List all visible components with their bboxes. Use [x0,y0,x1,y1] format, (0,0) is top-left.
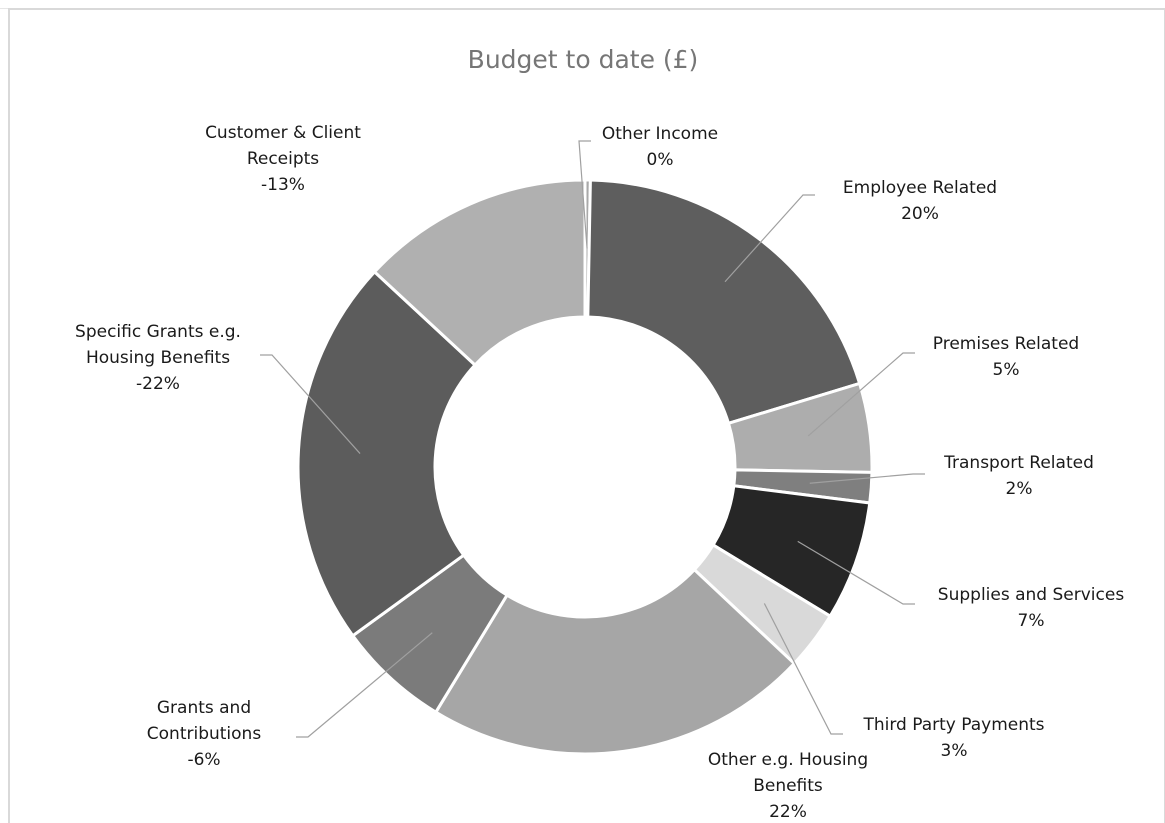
slice-percent: 0% [647,150,674,170]
slice-name: Third Party Payments [862,715,1044,735]
slice-name: Grants and [157,698,251,718]
leader-line [763,603,843,735]
slice-label: Employee Related 20% [843,178,997,224]
slice-name: Other e.g. Housing [708,750,868,770]
donut-slice [372,178,587,368]
leader-line [797,540,915,605]
leader-lines-layer [260,140,925,738]
slice-label: Grants and Contributions -6% [147,698,262,770]
slice-name: Housing Benefits [86,348,230,368]
slice-label: Customer & Client Receipts -13% [205,123,361,195]
slice-name: Benefits [753,776,823,796]
slice-label: Premises Related 5% [933,334,1079,380]
slice-percent: 5% [993,360,1020,380]
slice-percent: 3% [941,741,968,761]
leader-line [296,632,433,738]
slice-percent: 2% [1006,479,1033,499]
slice-name: Specific Grants e.g. [75,322,241,342]
slice-name: Customer & Client [205,123,361,143]
slice-name: Employee Related [843,178,997,198]
leader-line [724,194,815,283]
leader-line [809,473,925,484]
slice-name: Contributions [147,724,262,744]
slice-label: Supplies and Services 7% [938,585,1125,631]
slice-percent: -13% [261,175,305,195]
slices-layer [296,178,874,756]
slice-percent: 7% [1018,611,1045,631]
donut-slice [296,269,478,638]
slice-percent: 20% [901,204,939,224]
slice-name: Receipts [247,149,319,169]
slice-name: Other Income [602,124,718,144]
slice-label: Specific Grants e.g. Housing Benefits -22% [75,322,241,394]
slice-name: Premises Related [933,334,1079,354]
labels-layer: Other Income 0% Employee Related 20% Premise… [75,123,1124,822]
donut-slice [586,178,862,426]
slice-label: Transport Related 2% [943,453,1094,499]
chart-title: Budget to date (£) [468,45,699,74]
donut-slice [433,567,797,756]
slice-label: Third Party Payments 3% [862,715,1044,761]
leader-line [578,140,591,249]
leader-line [260,354,361,454]
slice-percent: -6% [187,750,220,770]
leader-line [807,352,915,437]
slice-percent: -22% [136,374,180,394]
slice-label: Other e.g. Housing Benefits 22% [708,750,868,822]
slice-label: Other Income 0% [602,124,718,170]
slice-name: Transport Related [943,453,1094,473]
slice-percent: 22% [769,802,807,822]
slice-name: Supplies and Services [938,585,1125,605]
